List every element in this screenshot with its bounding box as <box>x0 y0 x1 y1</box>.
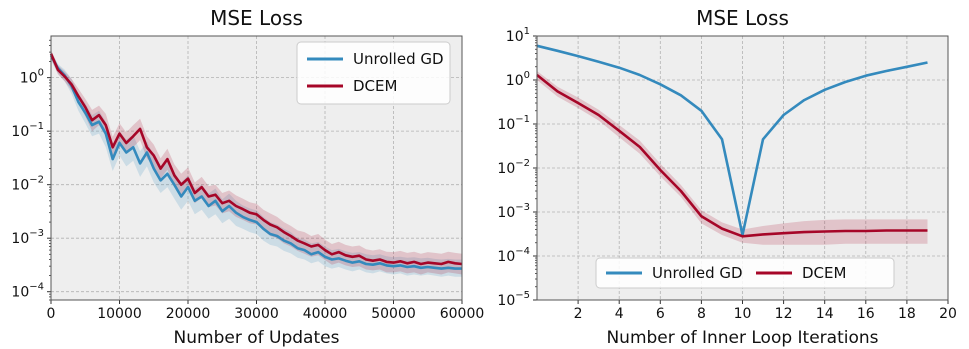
right-x-tick-label: 4 <box>615 306 624 322</box>
right-x-tick-label: 12 <box>775 306 793 322</box>
right-y-tick-label: 10−2 <box>497 158 530 177</box>
right-x-tick-label: 8 <box>697 306 706 322</box>
left-x-axis-label: Number of Updates <box>174 328 340 348</box>
right-y-tick-label: 10−4 <box>497 246 530 265</box>
left-legend-label-dcem: DCEM <box>353 77 397 95</box>
right-x-tick-label: 18 <box>898 306 916 322</box>
left-x-tick-label: 30000 <box>234 306 279 322</box>
right-legend-label-dcem: DCEM <box>802 264 846 282</box>
right-x-tick-label: 20 <box>939 306 957 322</box>
left-x-tick-label: 40000 <box>303 306 348 322</box>
left-x-tick-label: 20000 <box>166 306 211 322</box>
left-y-tick-label: 10−2 <box>11 175 44 194</box>
right-x-tick-label: 6 <box>656 306 665 322</box>
left-y-tick-label: 10−4 <box>11 282 44 301</box>
right-y-tick-label: 100 <box>506 70 530 89</box>
left-legend-label-unrolled-gd: Unrolled GD <box>353 50 444 68</box>
right-x-tick-label: 14 <box>816 306 834 322</box>
left-chart-panel: 0 10000 20000 30000 40000 50000 60000 10−4 10−3 1… <box>11 6 484 348</box>
right-y-tick-label: 10−3 <box>497 202 530 221</box>
right-legend-label-unrolled-gd: Unrolled GD <box>652 264 743 282</box>
left-x-tick-label: 50000 <box>371 306 416 322</box>
left-y-tick-label: 10−1 <box>11 121 44 140</box>
left-legend: Unrolled GD DCEM <box>297 42 450 104</box>
right-x-axis-label: Number of Inner Loop Iterations <box>606 328 878 348</box>
right-chart-title: MSE Loss <box>696 6 789 30</box>
right-chart-panel: 2 4 6 8 10 12 14 16 18 20 10−5 10−4 10−3 10−2 10−1 100 1… <box>497 6 956 348</box>
left-x-tick-label: 60000 <box>440 306 485 322</box>
right-x-tick-label: 16 <box>857 306 875 322</box>
right-y-tick-label: 10−1 <box>497 114 530 133</box>
right-x-tick-label: 2 <box>574 306 583 322</box>
right-legend: Unrolled GD DCEM <box>596 258 894 288</box>
left-chart-title: MSE Loss <box>210 6 303 30</box>
right-y-tick-label: 101 <box>506 26 530 45</box>
left-x-tick-label: 0 <box>47 306 56 322</box>
left-y-tick-label: 10−3 <box>11 228 44 247</box>
right-y-tick-label: 10−5 <box>497 290 530 309</box>
left-y-tick-label: 100 <box>20 68 44 87</box>
left-x-tick-label: 10000 <box>97 306 142 322</box>
right-x-tick-label: 10 <box>734 306 752 322</box>
